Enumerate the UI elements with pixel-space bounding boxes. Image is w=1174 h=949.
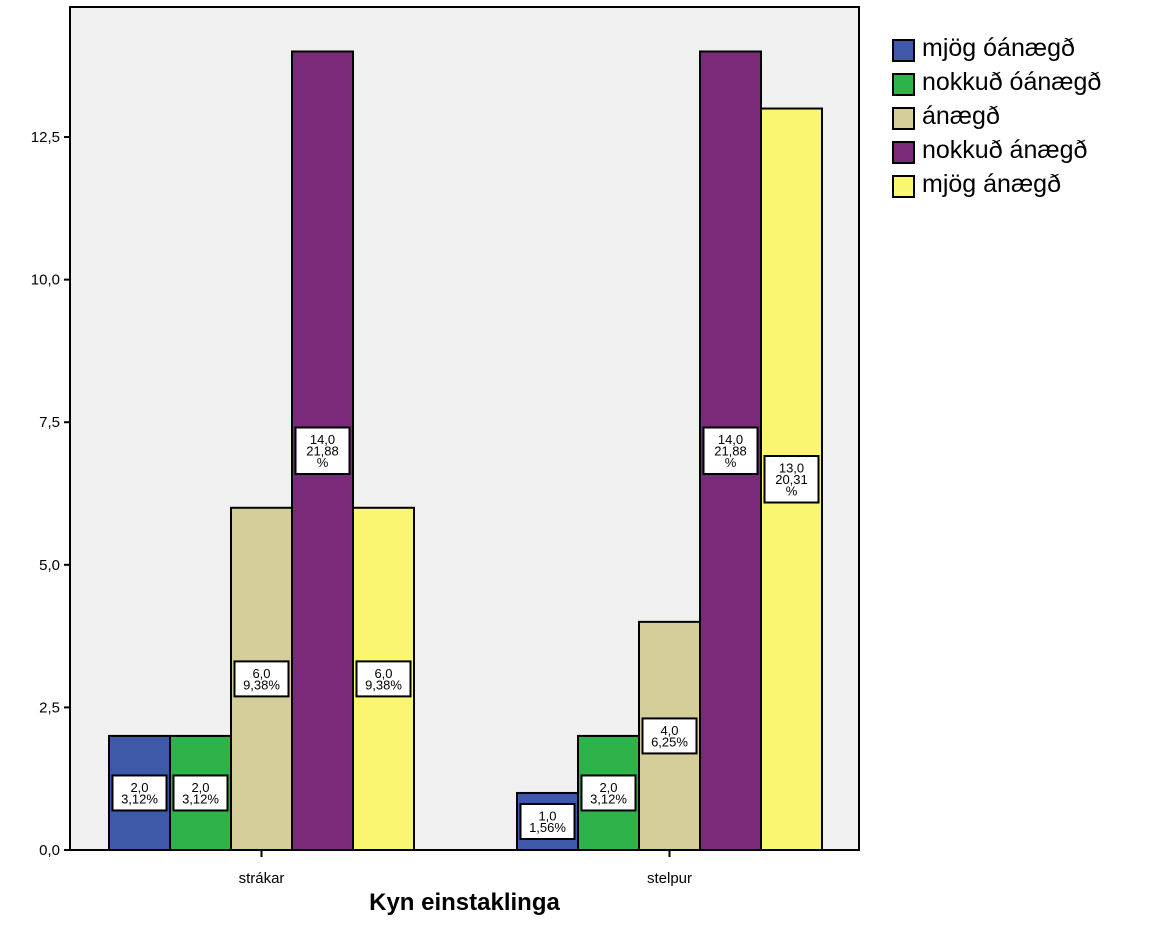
data-label: 14,0 <box>310 432 335 447</box>
data-label-box <box>294 426 351 475</box>
data-label: 13,0 <box>779 461 804 476</box>
data-label: 9,38% <box>243 677 280 692</box>
data-label-box <box>641 717 698 755</box>
data-label: % <box>786 484 798 499</box>
data-label: 6,0 <box>252 666 270 681</box>
data-labels: 2,03,12%2,03,12%6,09,38%14,021,88%6,09,3… <box>111 426 820 840</box>
legend-label: nokkuð ánægð <box>922 136 1087 164</box>
y-tick-label: 12,5 <box>31 129 60 146</box>
legend-label: mjög óánægð <box>922 34 1075 62</box>
y-tick-label: 0,0 <box>39 842 60 859</box>
data-label: 3,12% <box>121 791 158 806</box>
data-label: 1,56% <box>529 820 566 835</box>
data-label-box <box>355 660 412 698</box>
data-label: 2,0 <box>599 780 617 795</box>
data-label-box <box>233 660 290 698</box>
legend-swatch <box>892 107 915 130</box>
data-label-box <box>172 774 229 812</box>
legend-swatch <box>892 73 915 96</box>
data-label: % <box>317 455 329 470</box>
y-tick-label: 10,0 <box>31 272 60 289</box>
data-label: 4,0 <box>660 723 678 738</box>
data-label: 3,12% <box>590 791 627 806</box>
y-tick-label: 2,5 <box>39 699 60 716</box>
legend-swatch <box>892 141 915 164</box>
data-label-box <box>763 455 820 504</box>
data-label: 6,25% <box>651 734 688 749</box>
x-tick-label: stelpur <box>647 870 692 887</box>
data-label: 3,12% <box>182 791 219 806</box>
data-label-box <box>580 774 637 812</box>
legend-label: mjög ánægð <box>922 170 1061 198</box>
data-label-box <box>111 774 168 812</box>
y-axis: 0,0 2,5 5,0 7,5 10,0 12,5 <box>31 129 70 859</box>
data-label: 6,0 <box>374 666 392 681</box>
data-label-box <box>702 426 759 475</box>
data-label: 21,88 <box>306 443 339 458</box>
legend: mjög óánægð nokkuð óánægð ánægð nokkuð ánæg… <box>892 34 1101 198</box>
legend-label: nokkuð óánægð <box>922 68 1101 96</box>
x-tick-label: strákar <box>239 870 285 887</box>
data-label: 20,31 <box>775 472 808 487</box>
data-label: 1,0 <box>538 808 556 823</box>
data-label: 14,0 <box>718 432 743 447</box>
data-label: % <box>725 455 737 470</box>
data-label: 2,0 <box>191 780 209 795</box>
y-tick-label: 7,5 <box>39 414 60 431</box>
x-axis-title: Kyn einstaklinga <box>369 889 560 916</box>
data-label: 21,88 <box>714 443 747 458</box>
data-label-box <box>519 802 576 840</box>
y-tick-label: 5,0 <box>39 557 60 574</box>
legend-swatch <box>892 39 915 62</box>
data-label: 2,0 <box>130 780 148 795</box>
data-label: 9,38% <box>365 677 402 692</box>
legend-swatch <box>892 175 915 198</box>
x-axis: strákar stelpur <box>239 850 692 887</box>
legend-label: ánægð <box>922 102 1000 130</box>
